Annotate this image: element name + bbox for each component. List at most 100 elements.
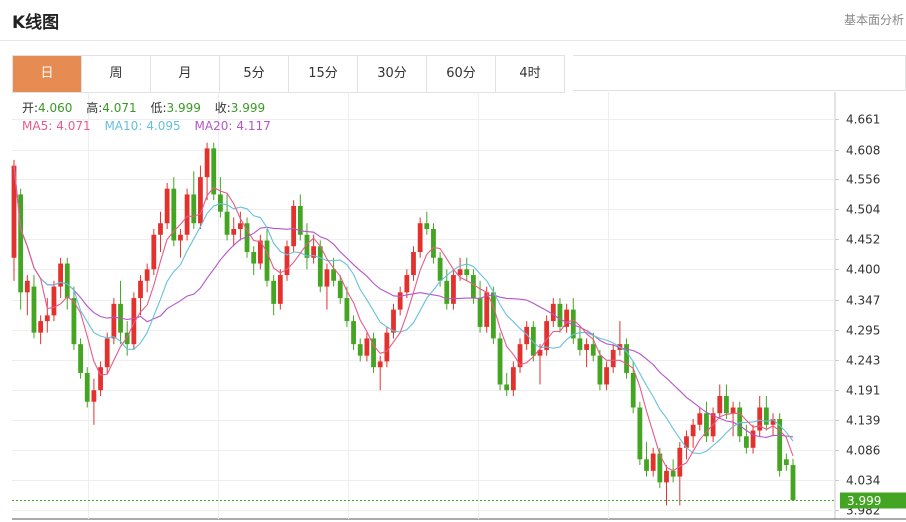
candle-body [64,263,70,299]
candle-body [78,344,83,373]
tab-month[interactable]: 月 [151,56,220,92]
candle-body [490,292,496,339]
candle-body [51,286,57,316]
ma-readout: MA5: 4.071 MA10: 4.095 MA20: 4.117 [22,118,275,134]
candle-body [104,338,110,368]
candle-body [624,344,629,373]
candle-body [637,407,643,460]
low-value: 3.999 [166,101,201,115]
ma5-label: MA5: [22,119,53,133]
candle-body [717,395,723,414]
candle-body [770,419,776,425]
high-label: 高: [86,101,103,115]
candle-body [171,188,177,241]
candle-body [151,234,157,270]
candle-body [371,338,376,368]
candle-body [377,361,383,368]
candle-body [324,269,330,287]
candle-body [664,470,669,483]
candle-body [670,470,676,477]
candle-body [98,367,103,391]
candle-body [597,355,603,385]
candle-body [451,275,456,304]
candle-body [204,148,210,178]
candle-body [497,338,503,385]
y-tick-label: 4.295 [846,324,880,338]
open-label: 开: [22,101,39,115]
candle-body [471,275,476,299]
candle-body [544,321,550,350]
candle-body [257,240,263,264]
ma5-value: 4.071 [56,119,91,133]
y-tick-label: 4.191 [846,384,880,398]
y-tick-label: 4.452 [846,233,880,247]
tab-week[interactable]: 周 [82,56,151,92]
tab-day[interactable]: 日 [13,56,82,92]
candle-body [277,275,283,304]
fundamentals-link[interactable]: 基本面分析 [843,13,904,27]
page-title: K线图 [12,13,60,33]
last-price-label: 3.999 [847,494,881,508]
candle-body [590,344,596,356]
y-tick-label: 4.034 [846,474,880,488]
candle-body [144,269,150,281]
candle-body [630,372,636,408]
candle-body [357,344,363,356]
tab-15min[interactable]: 15分 [289,56,358,92]
candle-body [677,447,683,477]
candle-body [610,349,616,368]
candle-body [271,280,277,304]
candle-body [690,424,696,437]
ma5-line [13,165,794,472]
candle-body [437,257,443,281]
ma20-line [13,165,794,438]
candle-body [397,292,403,310]
candle-body [251,252,257,264]
candle-body [384,332,390,362]
ma20-label: MA20: [194,119,233,133]
y-tick-label: 4.139 [846,414,880,428]
ma20-value: 4.117 [236,119,271,133]
ma10-line [13,165,794,455]
candle-body [138,280,143,299]
candle-body [18,194,24,293]
candle-body [684,436,689,448]
tab-4hour[interactable]: 4时 [496,56,565,92]
tab-30min[interactable]: 30分 [358,56,427,92]
candle-body [71,298,77,345]
candle-body [178,234,183,241]
candle-body [417,223,423,253]
tab-5min[interactable]: 5分 [220,56,289,92]
candle-body [484,292,490,327]
ma10-label: MA10: [104,119,143,133]
ma10-value: 4.095 [146,119,181,133]
tab-60min[interactable]: 60分 [427,56,496,92]
candle-body [38,321,44,333]
candle-body [584,344,589,350]
candle-body [530,326,536,356]
candle-body [644,459,649,471]
candle-body [291,205,297,247]
candle-body [577,338,583,350]
candle-body [757,407,763,431]
candle-body [284,246,290,276]
candle-body [750,430,756,448]
candle-body [344,298,350,322]
candle-body [131,298,137,345]
candle-body [783,459,789,466]
candle-body [391,309,396,333]
candle-body [777,419,783,471]
candle-body [158,223,163,235]
candle-body [557,303,563,327]
close-label: 收: [214,101,231,115]
candle-body [237,223,243,229]
candle-body [191,194,197,224]
candle-body [264,240,270,281]
y-tick-label: 4.400 [846,263,880,277]
candle-body [564,309,570,327]
candle-body [464,269,470,276]
candle-body [184,194,190,235]
candle-body [231,228,237,235]
candle-body [297,205,303,235]
